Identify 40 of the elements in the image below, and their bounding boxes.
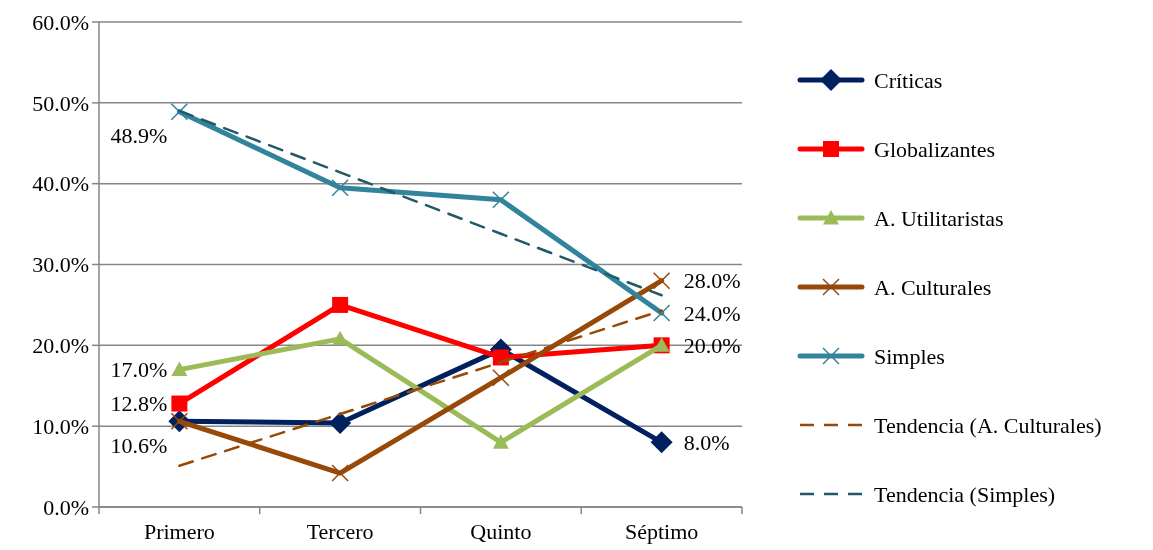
x-tick-label: Quinto [470,519,532,544]
data-label: 8.0% [683,430,730,456]
data-label: 48.9% [110,123,168,149]
data-label: 17.0% [110,357,168,383]
data-label: 24.0% [683,300,741,326]
y-tick-label: 10.0% [32,413,89,439]
line-series [178,109,663,297]
y-tick-label: 40.0% [32,171,89,197]
data-label: 12.8% [110,391,168,417]
y-tick-label: 0.0% [43,494,89,520]
point [331,178,349,197]
point [329,411,352,434]
x-tick-label: Primero [143,519,215,544]
point [332,296,349,313]
legend-label: A. Utilitaristas [874,205,1004,231]
legend-label: Simples [874,343,945,369]
legend-label: Tendencia (Simples) [874,481,1056,507]
legend-label: Tendencia (A. Culturales) [874,412,1102,438]
x-tick-label: Tercero [306,519,374,544]
point [170,102,189,121]
y-tick-label: 20.0% [32,333,89,359]
point [492,434,509,449]
legend-label: Globalizantes [874,136,995,162]
point [171,395,188,412]
y-tick-label: 30.0% [32,252,89,278]
point [492,191,510,209]
point [331,464,349,482]
point [492,368,510,387]
y-tick-label: 60.0% [32,9,89,35]
data-label: 28.0% [683,268,741,294]
point [652,304,671,322]
y-tick-label: 50.0% [32,90,89,116]
data-label: 10.6% [110,433,168,459]
point [171,361,188,376]
legend-label: Críticas [874,67,943,93]
x-tick-label: Séptimo [624,519,699,544]
data-label: 20.0% [683,333,741,359]
legend-label: A. Culturales [874,274,992,300]
point [652,271,671,290]
point [650,431,673,454]
